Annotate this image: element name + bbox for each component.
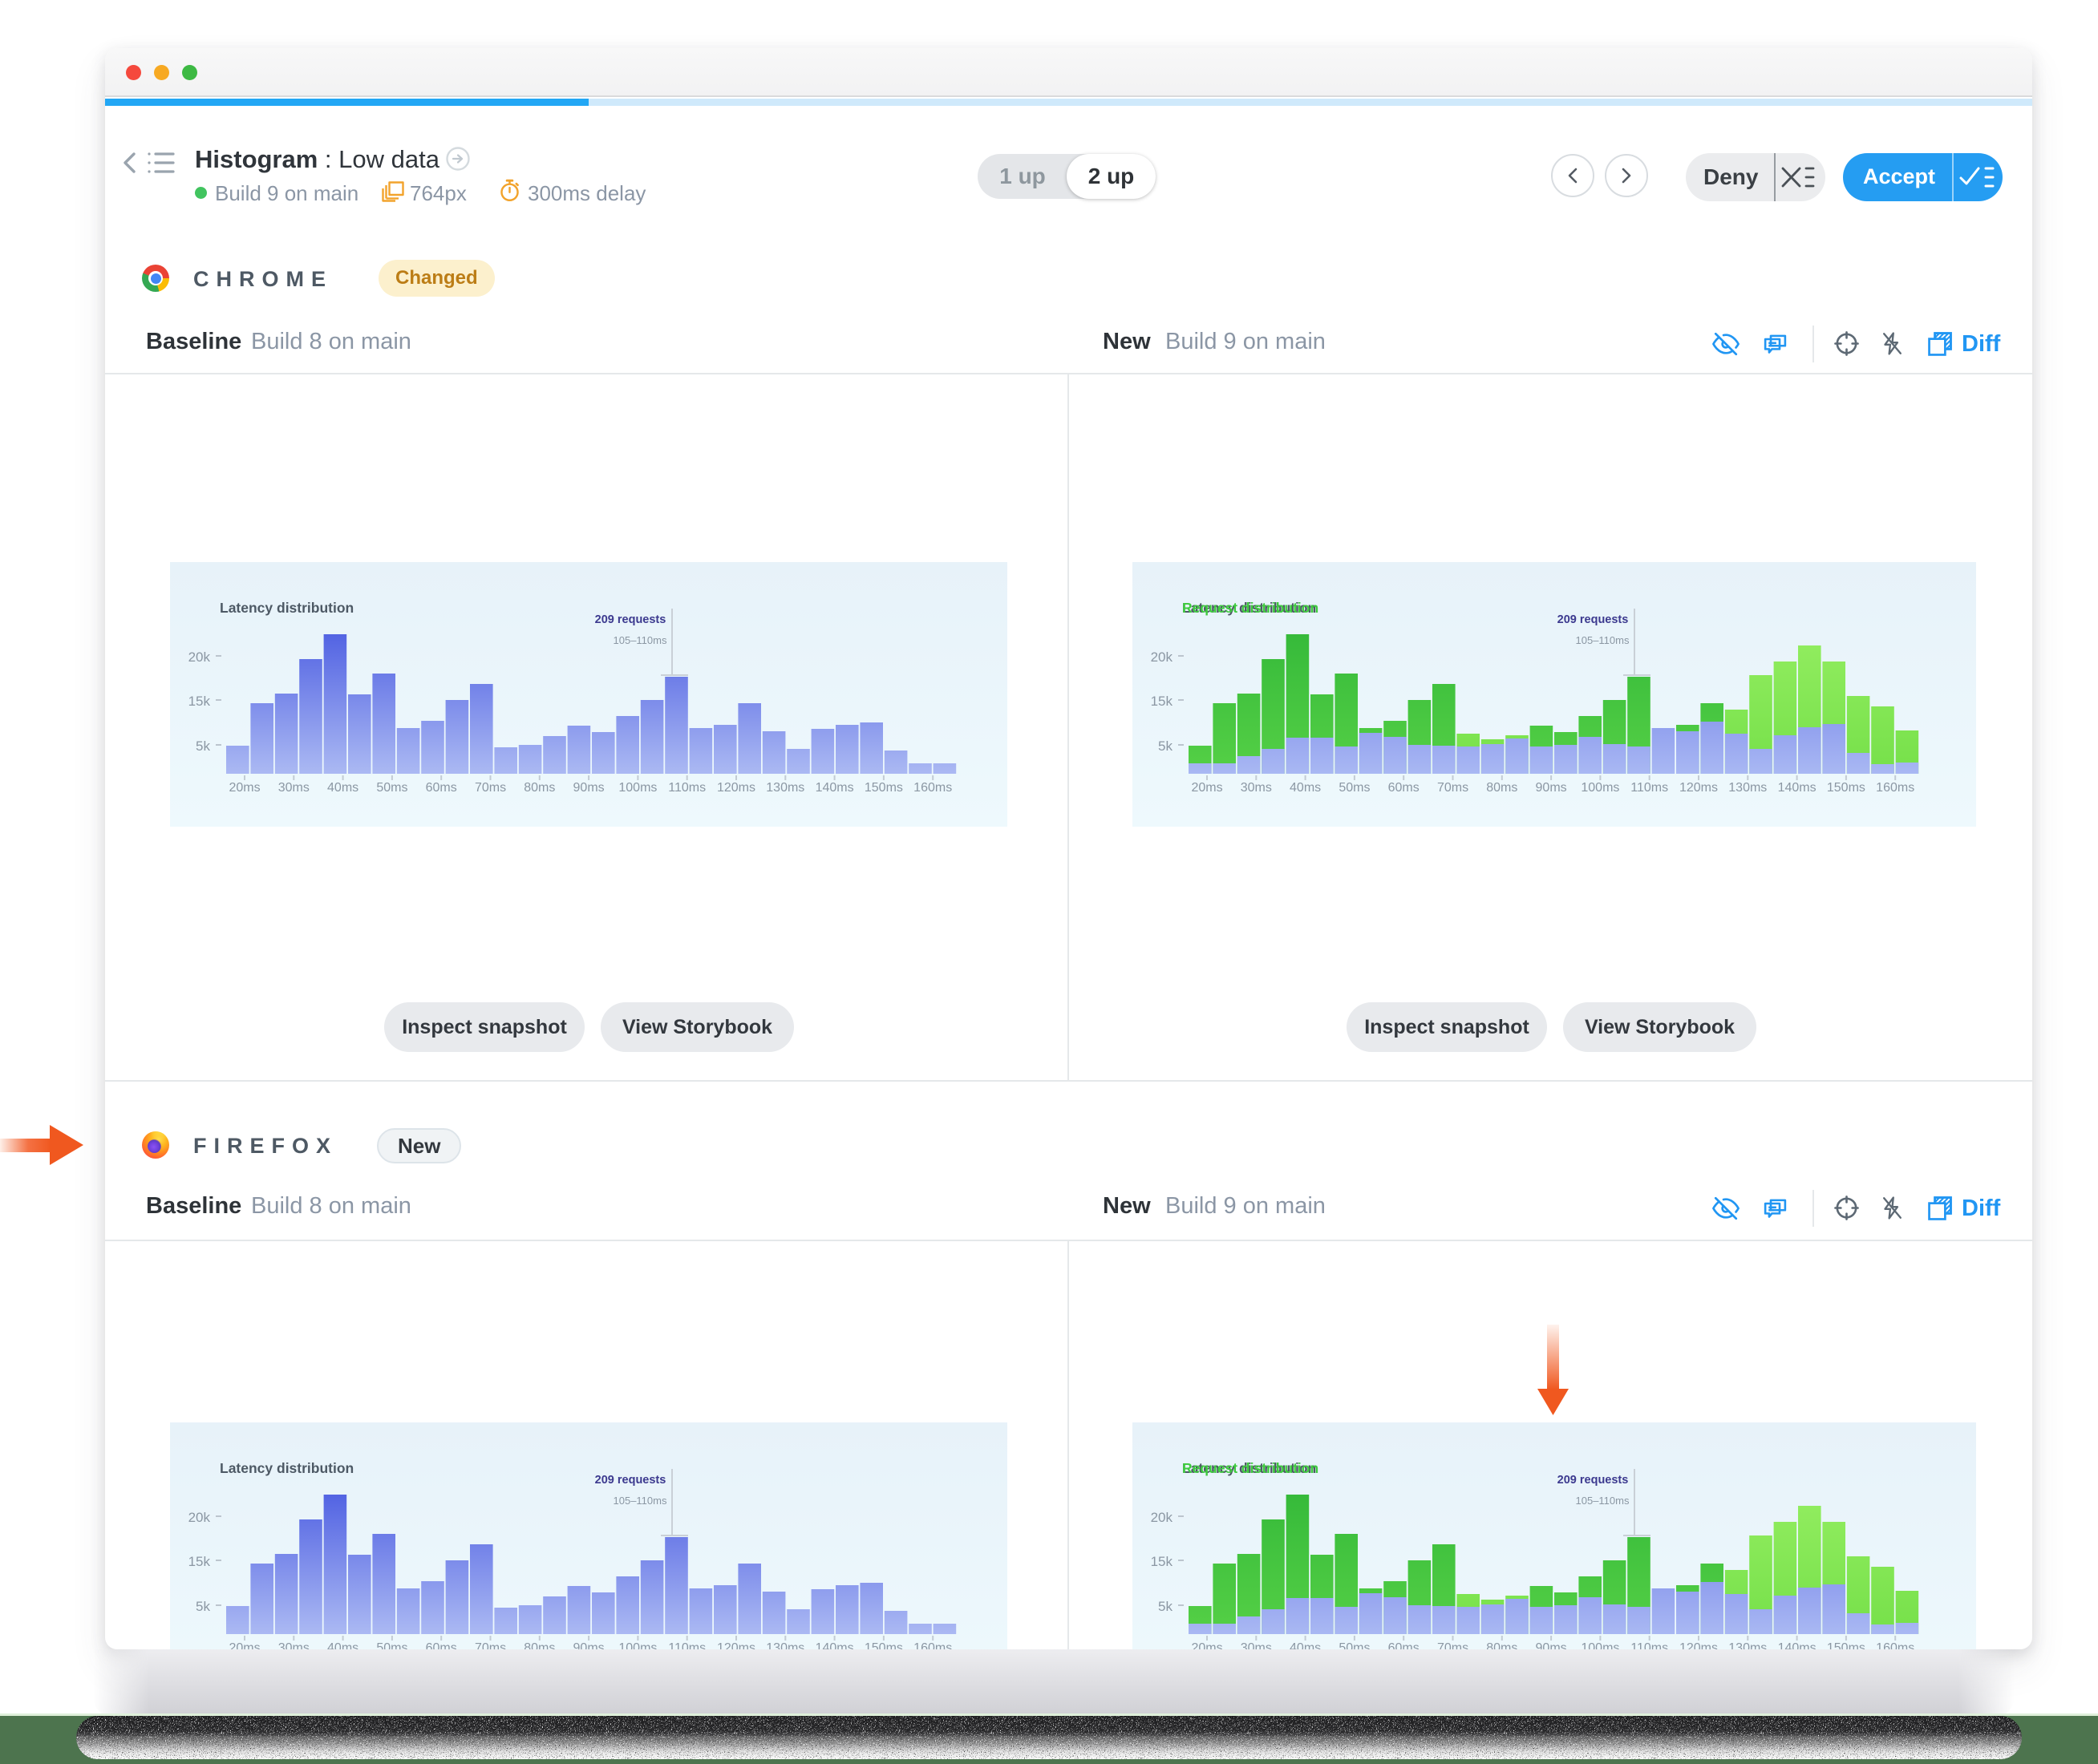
svg-text:80ms: 80ms: [524, 1641, 555, 1649]
svg-text:80ms: 80ms: [524, 781, 555, 795]
svg-text:30ms: 30ms: [1241, 1641, 1272, 1649]
svg-text:130ms: 130ms: [1728, 781, 1767, 795]
svg-text:15k: 15k: [1151, 694, 1173, 709]
svg-text:140ms: 140ms: [816, 1641, 854, 1649]
svg-text:160ms: 160ms: [1876, 1641, 1914, 1649]
svg-text:100ms: 100ms: [1581, 781, 1619, 795]
svg-text:110ms: 110ms: [1630, 781, 1668, 795]
svg-text:Latency distribution: Latency distribution: [1182, 600, 1316, 616]
svg-text:110ms: 110ms: [668, 1641, 706, 1649]
svg-text:90ms: 90ms: [1536, 1641, 1567, 1649]
svg-text:15k: 15k: [188, 1554, 211, 1569]
svg-text:90ms: 90ms: [573, 1641, 605, 1649]
svg-text:20ms: 20ms: [1191, 1641, 1222, 1649]
svg-text:105–110ms: 105–110ms: [614, 634, 667, 646]
svg-text:40ms: 40ms: [1290, 781, 1321, 795]
svg-text:15k: 15k: [1151, 1554, 1173, 1569]
svg-text:60ms: 60ms: [426, 781, 457, 795]
svg-text:120ms: 120ms: [717, 781, 755, 795]
svg-text:130ms: 130ms: [766, 1641, 804, 1649]
svg-text:100ms: 100ms: [618, 1641, 657, 1649]
svg-text:140ms: 140ms: [1778, 1641, 1817, 1649]
svg-text:20ms: 20ms: [229, 781, 260, 795]
svg-text:Request distribution: Request distribution: [1182, 600, 1318, 616]
svg-text:150ms: 150ms: [1827, 1641, 1865, 1649]
svg-text:110ms: 110ms: [1630, 1641, 1668, 1649]
svg-text:70ms: 70ms: [1437, 781, 1468, 795]
svg-text:50ms: 50ms: [1339, 781, 1370, 795]
svg-text:Latency distribution: Latency distribution: [220, 1460, 354, 1476]
svg-text:Request distribution: Request distribution: [1182, 1460, 1318, 1476]
svg-text:130ms: 130ms: [1728, 1641, 1767, 1649]
svg-text:15k: 15k: [188, 694, 211, 709]
svg-text:150ms: 150ms: [865, 781, 903, 795]
svg-text:40ms: 40ms: [1290, 1641, 1321, 1649]
svg-text:100ms: 100ms: [1581, 1641, 1619, 1649]
svg-text:70ms: 70ms: [1437, 1641, 1468, 1649]
svg-text:160ms: 160ms: [913, 1641, 952, 1649]
svg-text:Latency distribution: Latency distribution: [220, 600, 354, 616]
svg-text:40ms: 40ms: [327, 781, 358, 795]
svg-text:100ms: 100ms: [618, 781, 657, 795]
svg-text:60ms: 60ms: [1388, 781, 1420, 795]
svg-text:150ms: 150ms: [1827, 781, 1865, 795]
svg-text:50ms: 50ms: [376, 781, 407, 795]
svg-text:120ms: 120ms: [1679, 1641, 1718, 1649]
svg-text:140ms: 140ms: [816, 781, 854, 795]
svg-text:30ms: 30ms: [1241, 781, 1272, 795]
svg-text:150ms: 150ms: [865, 1641, 903, 1649]
svg-text:60ms: 60ms: [426, 1641, 457, 1649]
svg-text:50ms: 50ms: [376, 1641, 407, 1649]
svg-text:160ms: 160ms: [913, 781, 952, 795]
svg-text:5k: 5k: [196, 1599, 210, 1614]
svg-text:110ms: 110ms: [668, 781, 706, 795]
svg-text:80ms: 80ms: [1486, 781, 1517, 795]
svg-text:160ms: 160ms: [1876, 781, 1914, 795]
svg-text:50ms: 50ms: [1339, 1641, 1370, 1649]
svg-text:5k: 5k: [196, 738, 210, 754]
svg-text:105–110ms: 105–110ms: [1576, 1495, 1630, 1507]
svg-text:70ms: 70ms: [475, 781, 506, 795]
svg-text:20ms: 20ms: [1191, 781, 1222, 795]
svg-text:20k: 20k: [1151, 1510, 1173, 1525]
svg-text:90ms: 90ms: [573, 781, 605, 795]
svg-text:20k: 20k: [1151, 649, 1173, 665]
svg-text:30ms: 30ms: [278, 1641, 310, 1649]
svg-text:90ms: 90ms: [1536, 781, 1567, 795]
svg-text:105–110ms: 105–110ms: [1576, 634, 1630, 646]
svg-text:105–110ms: 105–110ms: [614, 1495, 667, 1507]
svg-text:40ms: 40ms: [327, 1641, 358, 1649]
svg-text:130ms: 130ms: [766, 781, 804, 795]
svg-text:209 requests: 209 requests: [1557, 613, 1629, 626]
svg-text:70ms: 70ms: [475, 1641, 506, 1649]
svg-text:209 requests: 209 requests: [595, 613, 666, 626]
svg-text:5k: 5k: [1158, 738, 1173, 754]
svg-text:20k: 20k: [188, 1510, 211, 1525]
svg-text:5k: 5k: [1158, 1599, 1173, 1614]
svg-text:20ms: 20ms: [229, 1641, 260, 1649]
svg-text:80ms: 80ms: [1486, 1641, 1517, 1649]
svg-text:209 requests: 209 requests: [595, 1474, 666, 1487]
svg-text:209 requests: 209 requests: [1557, 1474, 1629, 1487]
svg-text:60ms: 60ms: [1388, 1641, 1420, 1649]
svg-text:20k: 20k: [188, 649, 211, 665]
svg-text:120ms: 120ms: [717, 1641, 755, 1649]
svg-text:120ms: 120ms: [1679, 781, 1718, 795]
svg-text:30ms: 30ms: [278, 781, 310, 795]
svg-text:Latency distribution: Latency distribution: [1182, 1460, 1316, 1476]
svg-text:140ms: 140ms: [1778, 781, 1817, 795]
